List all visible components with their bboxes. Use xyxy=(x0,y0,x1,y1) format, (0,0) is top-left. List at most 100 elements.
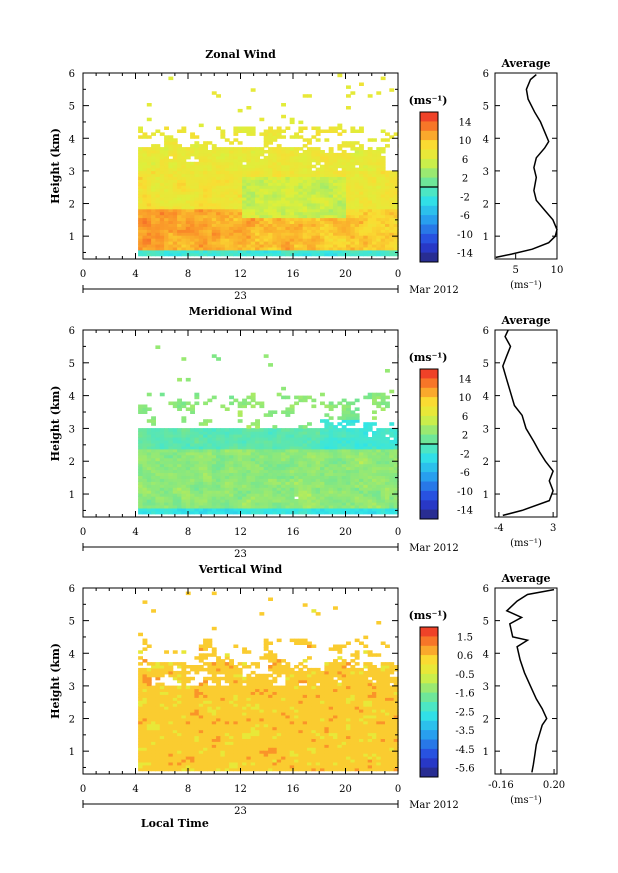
heatmap-cell xyxy=(346,179,351,183)
heatmap-cell xyxy=(268,217,273,222)
heatmap-cell xyxy=(151,685,156,690)
heatmap-cell xyxy=(354,152,360,157)
heatmap-cell xyxy=(298,211,304,216)
heatmap-cell xyxy=(255,484,260,488)
heatmap-cell xyxy=(172,404,178,409)
heatmap-cell xyxy=(272,504,278,509)
heatmap-cell xyxy=(211,507,217,512)
heatmap-cell xyxy=(276,226,282,230)
heatmap-cell xyxy=(190,490,195,494)
heatmap-cell xyxy=(155,735,161,739)
heatmap-cell xyxy=(250,487,256,491)
heatmap-cell xyxy=(341,442,347,447)
heatmap-cell xyxy=(372,442,377,447)
heatmap-cell xyxy=(276,504,282,509)
heatmap-cell xyxy=(237,496,243,500)
heatmap-cell xyxy=(285,185,291,189)
heatmap-cell xyxy=(380,448,386,453)
heatmap-cell xyxy=(350,413,356,417)
heatmap-cell xyxy=(146,662,152,666)
heatmap-cell xyxy=(138,481,143,485)
heatmap-cell xyxy=(142,167,148,172)
heatmap-cell xyxy=(198,164,204,169)
heatmap-cell xyxy=(168,170,174,175)
heatmap-cell xyxy=(151,158,156,163)
heatmap-cell xyxy=(172,401,178,406)
heatmap-cell xyxy=(385,460,390,465)
heatmap-cell xyxy=(177,670,182,675)
heatmap-cell xyxy=(164,454,169,459)
heatmap-cell xyxy=(324,246,330,251)
heatmap-cell xyxy=(138,703,143,707)
heatmap-cell xyxy=(138,199,143,204)
heatmap-cell xyxy=(155,223,161,227)
heatmap-cell xyxy=(393,501,399,506)
heatmap-cell xyxy=(285,475,291,479)
heatmap-cell xyxy=(376,244,382,248)
heatmap-cell xyxy=(198,487,204,491)
heatmap-cell xyxy=(155,487,161,491)
heatmap-cell xyxy=(328,407,334,411)
heatmap-cell xyxy=(294,431,299,435)
heatmap-cell xyxy=(337,176,343,180)
heatmap-cell xyxy=(350,401,356,406)
heatmap-cell xyxy=(224,463,230,468)
heatmap-cell xyxy=(151,481,156,485)
heatmap-cell xyxy=(376,445,382,450)
heatmap-cell xyxy=(294,481,299,485)
heatmap-cell xyxy=(250,211,256,216)
heatmap-cell xyxy=(272,170,278,175)
heatmap-cell xyxy=(233,507,239,512)
heatmap-cell xyxy=(216,208,221,213)
heatmap-cell xyxy=(142,600,148,604)
heatmap-cell xyxy=(220,507,226,512)
heatmap-cell xyxy=(142,241,148,245)
heatmap-cell xyxy=(333,246,338,251)
heatmap-cell xyxy=(320,158,325,163)
heatmap-cell xyxy=(372,434,377,438)
heatmap-cell xyxy=(276,434,282,438)
heatmap-cell xyxy=(268,460,273,465)
heatmap-cell xyxy=(302,197,308,201)
heatmap-cell xyxy=(311,510,317,515)
heatmap-cell xyxy=(155,501,161,506)
heatmap-cell xyxy=(385,469,390,473)
heatmap-cell xyxy=(211,197,217,201)
heatmap-cell xyxy=(151,442,156,447)
heatmap-cell xyxy=(302,179,308,183)
average-y-tick-label: 4 xyxy=(483,392,489,403)
heatmap-cell xyxy=(198,428,204,432)
heatmap-cell xyxy=(246,395,252,400)
heatmap-cell xyxy=(142,232,148,236)
heatmap-cell xyxy=(159,460,165,465)
heatmap-cell xyxy=(341,217,347,222)
heatmap-cell xyxy=(146,161,152,166)
heatmap-cell xyxy=(341,451,347,456)
heatmap-cell xyxy=(294,155,299,160)
heatmap-cell xyxy=(393,437,399,441)
heatmap-cell xyxy=(268,428,273,432)
heatmap-cell xyxy=(155,211,161,216)
heatmap-cell xyxy=(237,442,243,447)
heatmap-cell xyxy=(350,241,356,245)
heatmap-cell xyxy=(328,434,334,438)
heatmap-cell xyxy=(142,499,148,503)
heatmap-cell xyxy=(259,466,265,471)
heatmap-cell xyxy=(146,723,152,728)
heatmap-cell xyxy=(146,670,152,675)
heatmap-cell xyxy=(385,401,390,406)
heatmap-cell xyxy=(155,202,161,207)
heatmap-cell xyxy=(151,223,156,227)
heatmap-cell xyxy=(177,759,182,763)
heatmap-cell xyxy=(276,176,282,180)
colorbar-swatch xyxy=(420,406,438,417)
heatmap-cell xyxy=(246,232,252,236)
heatmap-cell xyxy=(142,484,148,488)
heatmap-cell xyxy=(216,246,221,251)
heatmap-cell xyxy=(376,173,382,177)
heatmap-cell xyxy=(181,700,187,704)
heatmap-cell xyxy=(229,170,234,175)
heatmap-cell xyxy=(242,238,247,242)
heatmap-cell xyxy=(324,466,330,471)
heatmap-cell xyxy=(246,445,252,450)
